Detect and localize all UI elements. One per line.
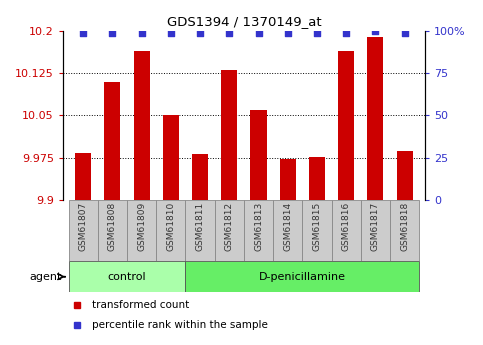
- Point: [371, 28, 379, 34]
- Bar: [163, 116, 179, 200]
- Point: [167, 30, 175, 36]
- Bar: [368, 37, 384, 200]
- Point: [226, 30, 233, 36]
- Point: [109, 30, 116, 36]
- Bar: [192, 154, 208, 200]
- Text: GSM61810: GSM61810: [166, 202, 175, 251]
- Bar: [104, 82, 120, 200]
- Text: GSM61807: GSM61807: [79, 202, 88, 251]
- Text: transformed count: transformed count: [92, 300, 189, 310]
- Bar: [134, 51, 150, 200]
- Bar: [397, 151, 412, 200]
- Bar: [69, 262, 185, 292]
- Bar: [302, 200, 331, 262]
- Point: [284, 30, 292, 36]
- Bar: [331, 200, 361, 262]
- Text: D-penicillamine: D-penicillamine: [259, 272, 346, 282]
- Bar: [185, 200, 215, 262]
- Title: GDS1394 / 1370149_at: GDS1394 / 1370149_at: [167, 16, 321, 29]
- Text: control: control: [108, 272, 146, 282]
- Point: [138, 30, 145, 36]
- Point: [196, 30, 204, 36]
- Bar: [280, 159, 296, 200]
- Bar: [390, 200, 419, 262]
- Text: GSM61818: GSM61818: [400, 202, 409, 251]
- Bar: [361, 200, 390, 262]
- Point: [255, 30, 262, 36]
- Point: [313, 30, 321, 36]
- Bar: [215, 200, 244, 262]
- Point: [79, 30, 87, 36]
- Bar: [185, 262, 419, 292]
- Bar: [244, 200, 273, 262]
- Text: GSM61809: GSM61809: [137, 202, 146, 251]
- Bar: [75, 153, 91, 200]
- Text: GSM61812: GSM61812: [225, 202, 234, 251]
- Text: GSM61816: GSM61816: [341, 202, 351, 251]
- Text: percentile rank within the sample: percentile rank within the sample: [92, 320, 268, 330]
- Text: agent: agent: [30, 272, 62, 282]
- Bar: [309, 157, 325, 200]
- Bar: [156, 200, 185, 262]
- Bar: [273, 200, 302, 262]
- Point: [401, 30, 409, 36]
- Text: GSM61815: GSM61815: [313, 202, 322, 251]
- Point: [342, 30, 350, 36]
- Bar: [127, 200, 156, 262]
- Text: GSM61814: GSM61814: [283, 202, 292, 251]
- Bar: [69, 200, 98, 262]
- Bar: [221, 70, 237, 200]
- Text: GSM61808: GSM61808: [108, 202, 117, 251]
- Text: GSM61813: GSM61813: [254, 202, 263, 251]
- Bar: [251, 110, 267, 200]
- Bar: [338, 51, 354, 200]
- Text: GSM61811: GSM61811: [196, 202, 205, 251]
- Bar: [98, 200, 127, 262]
- Text: GSM61817: GSM61817: [371, 202, 380, 251]
